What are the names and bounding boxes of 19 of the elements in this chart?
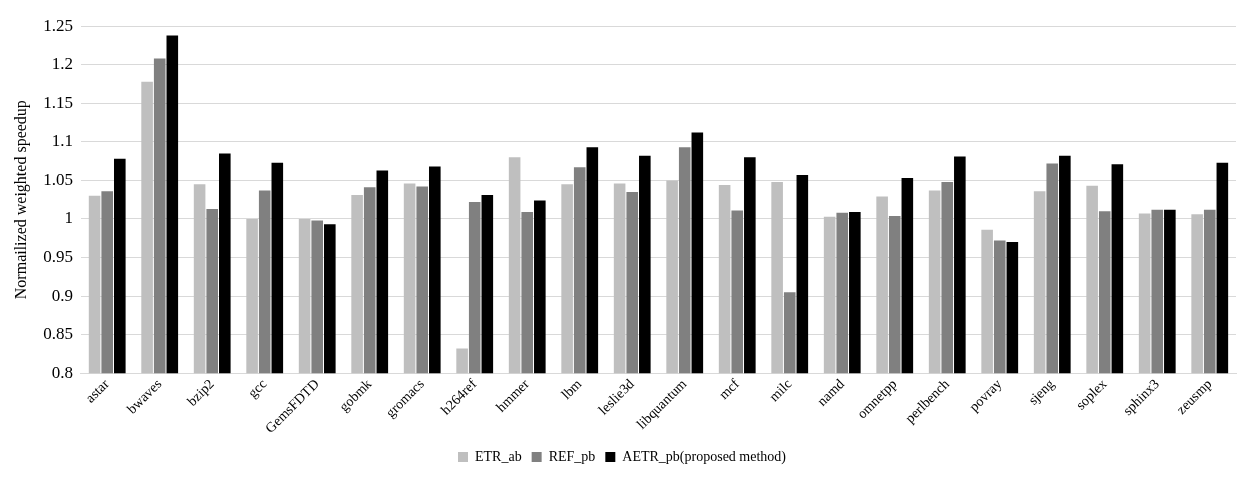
x-tick-label: astar: [82, 375, 113, 406]
y-tick-label: 1: [64, 208, 73, 228]
y-tick-label: 1.2: [51, 54, 73, 74]
y-tick-label: 1.1: [51, 131, 73, 151]
y-axis-title: Normailized weighted speedup: [11, 100, 30, 300]
y-tick-label: 0.9: [51, 285, 73, 305]
y-tick-label: 1.25: [43, 15, 73, 35]
y-tick-label: 0.8: [51, 362, 73, 382]
x-tick-label: gcc: [245, 376, 270, 401]
x-tick-label: milc: [766, 376, 795, 405]
x-tick-label: mcf: [715, 375, 743, 403]
legend-label: AETR_pb(proposed method): [622, 448, 787, 465]
x-tick-label: lbm: [558, 376, 585, 403]
legend-label: ETR_ab: [474, 448, 522, 464]
y-tick-label: 0.95: [43, 246, 73, 266]
y-tick-label: 1.05: [43, 169, 73, 189]
y-tick-label: 0.85: [43, 324, 73, 344]
y-tick-label: 1.15: [43, 92, 73, 112]
legend-label: REF_pb: [548, 448, 596, 464]
